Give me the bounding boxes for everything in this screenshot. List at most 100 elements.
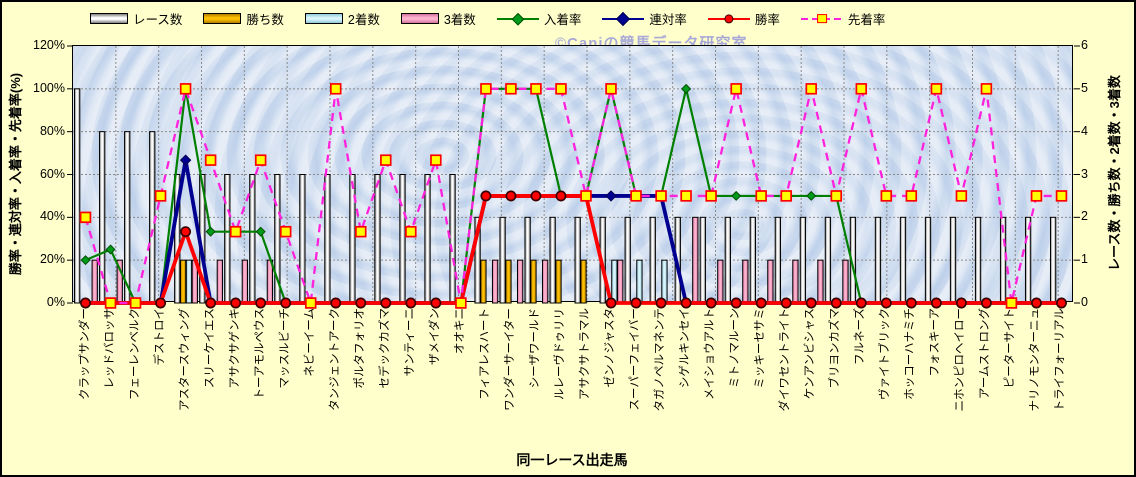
- bar-レース数-11: [349, 174, 356, 304]
- bar-3着数-7: [266, 259, 274, 304]
- marker-先着率-36: [980, 83, 993, 95]
- marker-勝率-17: [505, 190, 517, 202]
- marker-勝率-8: [280, 297, 292, 309]
- bar-レース数-29: [799, 216, 807, 304]
- legend-key-入着率: [496, 12, 539, 25]
- x-tick-label: ダイワセントライト: [779, 308, 792, 412]
- bar-レース数-7: [249, 174, 256, 304]
- marker-先着率-30: [830, 190, 843, 202]
- legend-item-2着数: 2着数: [304, 9, 380, 28]
- marker-入着率-24: [681, 83, 692, 94]
- legend-item-勝ち数: 勝ち数: [203, 9, 284, 28]
- marker-先着率-14: [430, 154, 442, 166]
- left-tick-20%: 20%: [39, 252, 65, 267]
- marker-勝率-23: [655, 297, 667, 309]
- bar-勝ち数-20: [580, 259, 587, 304]
- bar-2着数-22: [636, 259, 643, 304]
- marker-勝率-24: [680, 297, 692, 309]
- marker-先着率-31: [855, 83, 868, 95]
- marker-勝率-22: [630, 297, 642, 309]
- marker-先着率-26: [730, 83, 742, 95]
- marker-先着率-33: [905, 190, 918, 202]
- legend-item-勝率: 勝率: [707, 9, 780, 28]
- marker-先着率-38: [1030, 190, 1043, 202]
- bar-レース数-22: [624, 216, 631, 304]
- legend-item-先着率: 先着率: [800, 9, 886, 28]
- bar-レース数-23: [649, 216, 656, 304]
- bar-3着数-30: [842, 259, 849, 304]
- bar-レース数-26: [724, 216, 731, 304]
- x-tick-label: フィアレスハート: [478, 308, 491, 400]
- legend-label-勝ち数: 勝ち数: [246, 13, 284, 27]
- marker-先着率-5: [204, 154, 217, 166]
- marker-先着率-17: [505, 83, 517, 95]
- bar-レース数-12: [374, 174, 381, 304]
- legend-item-入着率: 入着率: [496, 9, 581, 28]
- marker-勝率-30: [830, 297, 842, 309]
- bar-レース数-32: [874, 216, 882, 304]
- marker-先着率-12: [380, 154, 392, 166]
- marker-勝率-39: [1056, 297, 1067, 309]
- legend-label-レース数: レース数: [133, 13, 183, 27]
- left-tick-120%: 120%: [33, 38, 65, 52]
- marker-先着率-7: [254, 154, 267, 166]
- x-tick-label: クラップサンダー: [78, 308, 91, 400]
- marker-先着率-10: [330, 83, 342, 95]
- marker-先着率-20: [580, 190, 592, 202]
- bar-レース数-18: [524, 216, 531, 304]
- marker-勝率-31: [855, 297, 867, 309]
- marker-勝率-26: [730, 297, 742, 309]
- marker-勝率-4: [180, 226, 192, 238]
- right-tick-1: 1: [1081, 252, 1088, 267]
- x-tick-label: セデックカズマ: [378, 308, 391, 389]
- x-tick-label: ネビーイーム: [303, 308, 316, 377]
- legend-item-連対率: 連対率: [602, 9, 687, 28]
- marker-勝率-18: [530, 190, 542, 202]
- marker-先着率-32: [880, 190, 893, 202]
- marker-先着率-0: [79, 211, 92, 224]
- legend-item-3着数: 3着数: [400, 9, 476, 28]
- bar-レース数-13: [399, 174, 406, 304]
- left-tick-40%: 40%: [39, 209, 65, 224]
- x-tick-label: アサクサトラマル: [579, 308, 591, 400]
- marker-勝率-11: [355, 297, 367, 309]
- right-axis-title: レース数・勝ち数・2着数・3着数: [1107, 75, 1122, 271]
- bar-3着数-27: [767, 259, 774, 304]
- bar-レース数-3: [149, 131, 156, 304]
- marker-勝率-7: [255, 297, 267, 309]
- legend-key-先着率: [800, 12, 843, 25]
- bar-3着数-29: [817, 259, 824, 304]
- x-tick-label: フルネーズ: [854, 308, 867, 365]
- legend-label-先着率: 先着率: [847, 13, 886, 27]
- bar-レース数-2: [124, 131, 131, 304]
- legend-key-勝ち数: [203, 13, 242, 24]
- bar-3着数-17: [516, 259, 524, 304]
- bar-3着数-6: [241, 259, 249, 304]
- marker-先着率-6: [229, 225, 242, 238]
- left-tick-100%: 100%: [33, 80, 65, 95]
- marker-先着率-22: [630, 190, 642, 202]
- left-axis-title: 勝率・連対率・入着率・先着率(%): [8, 72, 23, 276]
- marker-先着率-11: [355, 225, 367, 238]
- marker-先着率-3: [154, 190, 167, 202]
- marker-先着率-13: [405, 225, 417, 238]
- x-tick-label: ルレーヴドゥリリ: [553, 308, 566, 400]
- marker-先着率-19: [555, 83, 567, 95]
- left-tick-60%: 60%: [39, 166, 65, 181]
- bar-3着数-24: [692, 216, 699, 304]
- line-先着率: [84, 84, 1062, 305]
- legend-label-2着数: 2着数: [347, 13, 380, 27]
- bar-3着数-21: [617, 259, 624, 304]
- x-tick-label: アームストロング: [979, 308, 992, 399]
- bar-レース数-27: [749, 216, 756, 304]
- bar-レース数-10: [324, 174, 331, 304]
- x-tick-label: トライフォーリアル: [1054, 308, 1067, 412]
- x-tick-label: ナリノモンターニュ: [1029, 308, 1042, 412]
- right-tick-5: 5: [1081, 80, 1088, 95]
- right-tick-4: 4: [1081, 123, 1088, 138]
- x-tick-label: ザメイダン: [428, 308, 441, 366]
- marker-先着率-27: [755, 190, 767, 202]
- marker-先着率-25: [705, 190, 717, 202]
- right-tick-0: 0: [1081, 295, 1088, 309]
- marker-先着率-34: [930, 83, 943, 95]
